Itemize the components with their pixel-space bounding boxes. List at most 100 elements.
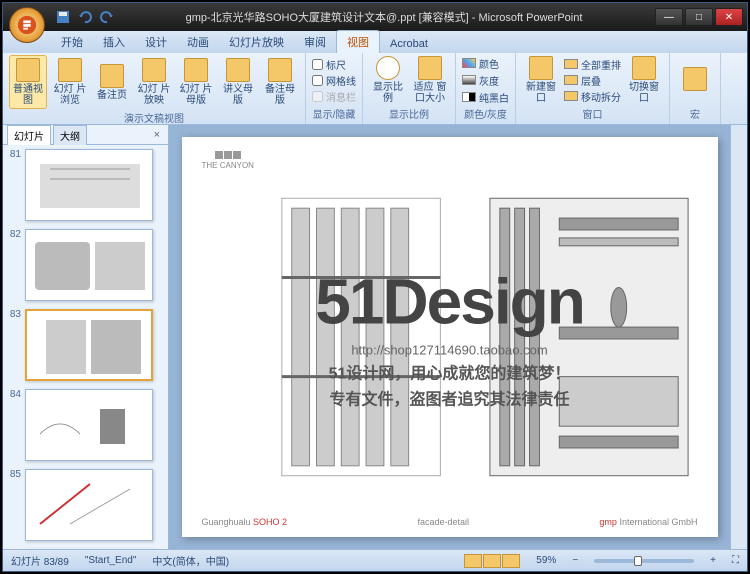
- footer-right: gmp International GmbH: [599, 517, 697, 527]
- close-button[interactable]: ✕: [715, 8, 743, 26]
- gray-button[interactable]: 灰度: [462, 73, 509, 88]
- macro-label: 宏: [676, 105, 714, 122]
- footer-right-a: gmp: [599, 517, 617, 527]
- ruler-check[interactable]: 标尺: [312, 57, 356, 72]
- undo-icon[interactable]: [77, 9, 93, 25]
- zoom-button[interactable]: 显示比例: [369, 56, 407, 104]
- ribbon-group-macro: 宏: [670, 53, 721, 124]
- thumb-83[interactable]: 83: [7, 309, 164, 381]
- panel-close-icon[interactable]: ×: [150, 129, 164, 141]
- ribbon: 普通视图 幻灯 片浏览 备注页 幻灯 片放映 幻灯 片母版 讲义母版 备注母版 …: [3, 53, 747, 125]
- thumb-84[interactable]: 84: [7, 389, 164, 461]
- titlebar: gmp-北京光华路SOHO大厦建筑设计文本@.ppt [兼容模式] - Micr…: [3, 3, 747, 31]
- cascade-button[interactable]: 层叠: [564, 73, 621, 88]
- thumbnails[interactable]: 81 82 83 84 85 86: [3, 145, 168, 549]
- window-group-label: 窗口: [522, 105, 663, 122]
- maximize-button[interactable]: □: [685, 8, 713, 26]
- tab-review[interactable]: 审阅: [294, 31, 336, 53]
- arrange-button[interactable]: 全部重排: [564, 57, 621, 72]
- thumb-num: 84: [7, 389, 25, 461]
- window-controls: — □ ✕: [653, 8, 743, 26]
- thumb-85[interactable]: 85: [7, 469, 164, 541]
- grid-check[interactable]: 网格线: [312, 73, 356, 88]
- ribbon-group-showhide: 标尺 网格线 消息栏 显示/隐藏: [306, 53, 363, 124]
- show-view-button[interactable]: 幻灯 片放映: [135, 58, 173, 106]
- master-button[interactable]: 幻灯 片母版: [177, 58, 215, 106]
- msgbar-label: 消息栏: [326, 89, 356, 104]
- office-button[interactable]: [9, 7, 45, 43]
- minimize-button[interactable]: —: [655, 8, 683, 26]
- slide: THE CANYON: [182, 137, 718, 537]
- thumb-num: 83: [7, 309, 25, 381]
- tab-anim[interactable]: 动画: [177, 31, 219, 53]
- statusbar: 幻灯片 83/89 "Start_End" 中文(简体，中国) 59% − + …: [3, 549, 747, 571]
- switch-window-button[interactable]: 切换窗口: [625, 56, 663, 104]
- handout-button[interactable]: 讲义母版: [219, 58, 257, 106]
- zoom-label: 显示比例: [369, 82, 407, 104]
- notes-label: 备注页: [93, 90, 131, 101]
- save-icon[interactable]: [55, 9, 71, 25]
- status-zoom: 59%: [536, 555, 556, 566]
- gray-label: 灰度: [479, 73, 499, 88]
- architecture-drawing: [262, 177, 698, 497]
- ribbon-group-zoom: 显示比例 适应 窗口大小 显示比例: [363, 53, 456, 124]
- vertical-scrollbar[interactable]: [730, 125, 747, 549]
- status-lang: 中文(简体，中国): [152, 553, 229, 568]
- fit-icon[interactable]: ⛶: [732, 555, 739, 566]
- color-button[interactable]: 颜色: [462, 56, 509, 71]
- macro-button[interactable]: [676, 67, 714, 93]
- notes-view-button[interactable]: 备注页: [93, 64, 131, 101]
- fit-button[interactable]: 适应 窗口大小: [411, 56, 449, 104]
- status-slide: 幻灯片 83/89: [11, 553, 69, 568]
- sorter-label: 幻灯 片浏览: [51, 84, 89, 106]
- thumb-81[interactable]: 81: [7, 149, 164, 221]
- outline-tab[interactable]: 大纲: [53, 125, 87, 145]
- color-label: 颜色: [479, 56, 499, 71]
- window-title: gmp-北京光华路SOHO大厦建筑设计文本@.ppt [兼容模式] - Micr…: [115, 9, 653, 25]
- notes-master-button[interactable]: 备注母版: [261, 58, 299, 106]
- sorter-view-button[interactable]: 幻灯 片浏览: [51, 58, 89, 106]
- slide-footer: Guanghualu SOHO 2 facade-detail gmp Inte…: [202, 517, 698, 527]
- footer-left-a: Guanghualu: [202, 517, 254, 527]
- zoom-in-icon[interactable]: +: [710, 555, 716, 566]
- split-button[interactable]: 移动拆分: [564, 89, 621, 104]
- ruler-label: 标尺: [326, 57, 346, 72]
- thumb-num: 81: [7, 149, 25, 221]
- thumb-82[interactable]: 82: [7, 229, 164, 301]
- slide-panel: 幻灯片 大纲 × 81 82 83 84 85 86: [3, 125, 169, 549]
- notes-master-label: 备注母版: [261, 84, 299, 106]
- slide-area[interactable]: THE CANYON: [169, 125, 730, 549]
- thumb-num: 85: [7, 469, 25, 541]
- view-normal-icon[interactable]: [464, 554, 482, 568]
- ribbon-group-window: 新建窗口 全部重排 层叠 移动拆分 切换窗口 窗口: [516, 53, 670, 124]
- status-theme: "Start_End": [85, 555, 137, 566]
- tab-acrobat[interactable]: Acrobat: [380, 35, 438, 53]
- normal-view-button[interactable]: 普通视图: [9, 55, 47, 109]
- zoom-thumb[interactable]: [634, 556, 642, 566]
- arrange-label: 全部重排: [581, 57, 621, 72]
- view-show-icon[interactable]: [502, 554, 520, 568]
- tab-home[interactable]: 开始: [51, 31, 93, 53]
- tab-slideshow[interactable]: 幻灯片放映: [219, 31, 294, 53]
- switch-label: 切换窗口: [625, 82, 663, 104]
- bw-button[interactable]: 纯黑白: [462, 90, 509, 105]
- slides-tab[interactable]: 幻灯片: [7, 125, 51, 145]
- zoom-out-icon[interactable]: −: [572, 555, 578, 566]
- view-sorter-icon[interactable]: [483, 554, 501, 568]
- app-window: gmp-北京光华路SOHO大厦建筑设计文本@.ppt [兼容模式] - Micr…: [2, 2, 748, 572]
- ribbon-tabs: 开始 插入 设计 动画 幻灯片放映 审阅 视图 Acrobat: [3, 31, 747, 53]
- handout-label: 讲义母版: [219, 84, 257, 106]
- msgbar-check[interactable]: 消息栏: [312, 89, 356, 104]
- cascade-label: 层叠: [581, 73, 601, 88]
- redo-icon[interactable]: [99, 9, 115, 25]
- split-label: 移动拆分: [581, 89, 621, 104]
- tab-design[interactable]: 设计: [135, 31, 177, 53]
- tab-view[interactable]: 视图: [336, 30, 380, 53]
- footer-right-b: International GmbH: [617, 517, 698, 527]
- zoom-group-label: 显示比例: [369, 105, 449, 122]
- master-label: 幻灯 片母版: [177, 84, 215, 106]
- tab-insert[interactable]: 插入: [93, 31, 135, 53]
- zoom-slider[interactable]: [594, 559, 694, 563]
- side-tabs: 幻灯片 大纲 ×: [3, 125, 168, 145]
- new-window-button[interactable]: 新建窗口: [522, 56, 560, 104]
